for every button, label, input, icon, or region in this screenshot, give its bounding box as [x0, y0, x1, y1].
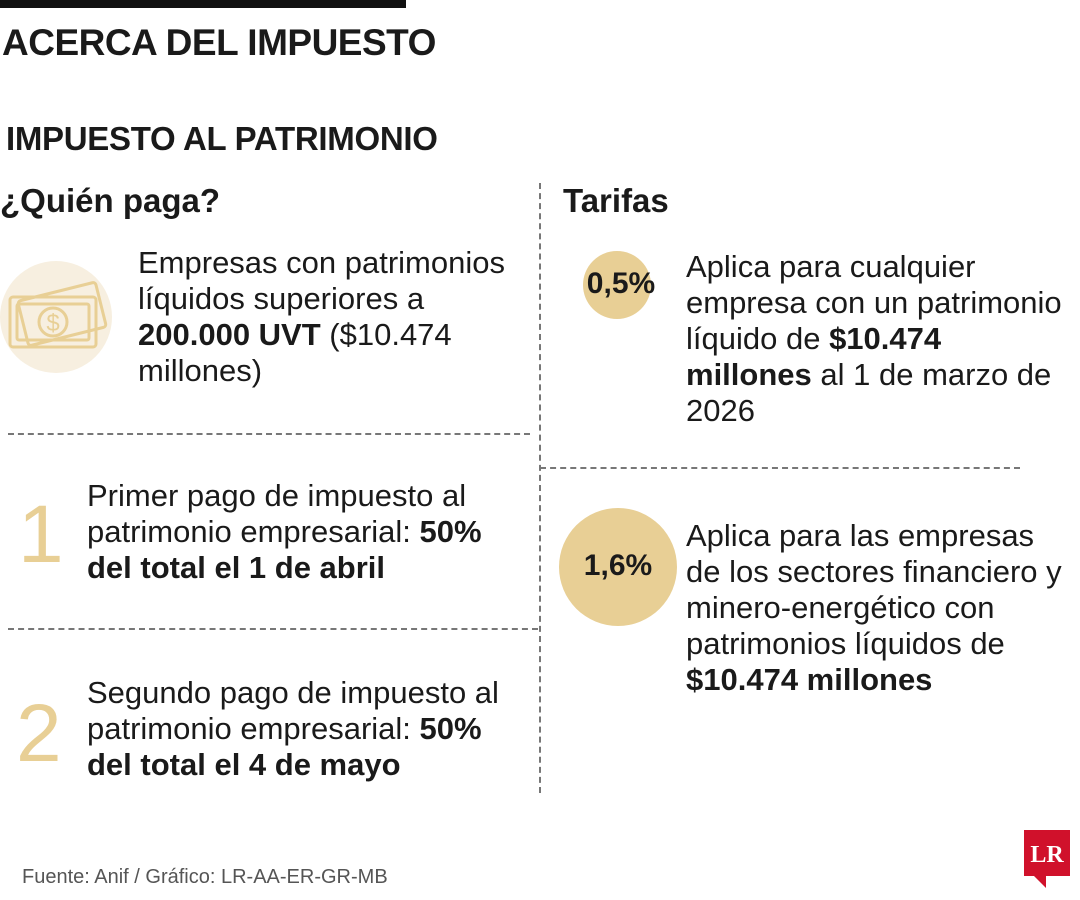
who-pays-text-part2: ($10.474 millones): [138, 317, 452, 388]
page-subtitle: IMPUESTO AL PATRIMONIO: [6, 120, 438, 157]
rate-1-amount: $10.474 millones: [686, 321, 942, 392]
payment-1-description: Primer pago de impuesto al patrimonio em…: [87, 478, 467, 549]
lr-logo-text: LR: [1030, 842, 1064, 868]
rates-heading: Tarifas: [563, 182, 669, 219]
payment-2-date: 50% del total el 4 de mayo: [87, 711, 482, 782]
who-pays-heading: ¿Quién paga?: [0, 182, 221, 219]
who-pays-threshold: 200.000 UVT: [138, 317, 321, 352]
payment-1-text: Primer pago de impuesto al patrimonio em…: [87, 478, 527, 586]
divider-who-payment1: [8, 433, 530, 435]
vertical-divider: [539, 183, 541, 793]
divider-payment1-payment2: [8, 628, 538, 630]
divider-rate1-rate2: [540, 467, 1020, 469]
who-pays-text-part1: Empresas con patrimonios líquidos superi…: [138, 245, 505, 316]
rate-1-description: Aplica para cualquier empresa con un pat…: [686, 249, 1062, 356]
rate-2-text: Aplica para las empresas de los sectores…: [686, 518, 1076, 698]
rate-2-amount: $10.474 millones: [686, 662, 933, 697]
payment-1-date: 50% del total el 1 de abril: [87, 514, 482, 585]
rate-2-description: Aplica para las empresas de los sectores…: [686, 518, 1062, 661]
page-title: ACERCA DEL IMPUESTO: [2, 22, 436, 63]
money-bill-icon: $: [0, 261, 112, 373]
top-rule: [0, 0, 406, 8]
lr-logo: LR: [1024, 830, 1070, 888]
who-pays-text: Empresas con patrimonios líquidos superi…: [138, 245, 533, 389]
rate-2-badge: [559, 508, 677, 626]
payment-2-text: Segundo pago de impuesto al patrimonio e…: [87, 675, 527, 783]
rate-1-date: al 1 de marzo de 2026: [686, 357, 1052, 428]
rate-1-text: Aplica para cualquier empresa con un pat…: [686, 249, 1066, 429]
rate-1-badge: [583, 251, 651, 319]
rate-2-value: 1,6%: [583, 549, 653, 582]
svg-text:$: $: [46, 310, 59, 337]
rate-1-value: 0,5%: [586, 267, 656, 300]
payment-2-description: Segundo pago de impuesto al patrimonio e…: [87, 675, 499, 746]
payment-2-number: 2: [16, 688, 62, 779]
source-credit: Fuente: Anif / Gráfico: LR-AA-ER-GR-MB: [22, 866, 388, 888]
payment-1-number: 1: [18, 489, 64, 580]
